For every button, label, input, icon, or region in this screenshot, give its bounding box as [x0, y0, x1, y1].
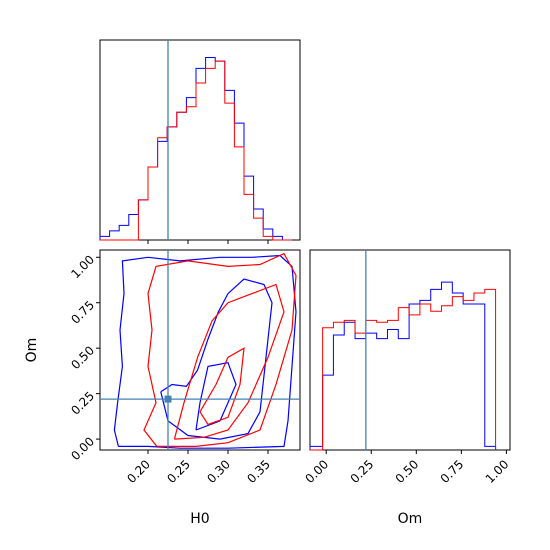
- h0-xtick-label-0: 0.20: [124, 457, 153, 486]
- om-xtick-label-4: 1.00: [483, 457, 512, 486]
- h0-xtick-label-1: 0.25: [164, 457, 193, 486]
- contour-red-level-2: [173, 283, 285, 440]
- om-histogram-frame: [309, 249, 511, 451]
- h0-histogram: [99, 56, 292, 241]
- contour-panel-frame: [99, 249, 301, 451]
- h0-xtick-label-2: 0.30: [204, 457, 233, 486]
- om-xtick-label-1: 0.25: [348, 457, 377, 486]
- h0-hist-red-series: [100, 60, 292, 241]
- om-hist-red-series: [310, 288, 497, 451]
- h0-histogram-frame: [99, 39, 301, 241]
- y-axis-label-om: Om: [24, 338, 40, 363]
- h0-xtick-label-3: 0.35: [244, 457, 273, 486]
- contour-blue-level-3: [195, 362, 237, 431]
- axis-ticks: 0.20 0.25 0.30 0.35 0.00 0.25 0.50 0.75 1.00 0.00…: [68, 240, 511, 486]
- om-ytick-label-0: 0.00: [68, 434, 97, 463]
- truth-marker-point: [164, 395, 172, 403]
- om-ytick-label-4: 1.00: [68, 252, 97, 281]
- om-xtick-label-2: 0.50: [393, 457, 422, 486]
- om-ytick-label-2: 0.50: [68, 343, 97, 372]
- om-histogram: [309, 281, 497, 451]
- x-axis-label-h0: H0: [190, 511, 209, 527]
- x-axis-label-om: Om: [398, 511, 423, 527]
- contour-red-level-3: [199, 347, 245, 426]
- h0-om-contour: [113, 252, 297, 449]
- truth-markers: [100, 40, 367, 450]
- contour-red-level-1: [143, 252, 297, 447]
- contour-blue-level-2: [160, 278, 273, 440]
- om-ytick-label-1: 0.25: [68, 389, 97, 418]
- om-xtick-label-3: 0.75: [438, 457, 467, 486]
- contour-blue-level-1: [113, 254, 297, 449]
- om-xtick-label-0: 0.00: [303, 457, 332, 486]
- om-ytick-label-3: 0.75: [68, 298, 97, 327]
